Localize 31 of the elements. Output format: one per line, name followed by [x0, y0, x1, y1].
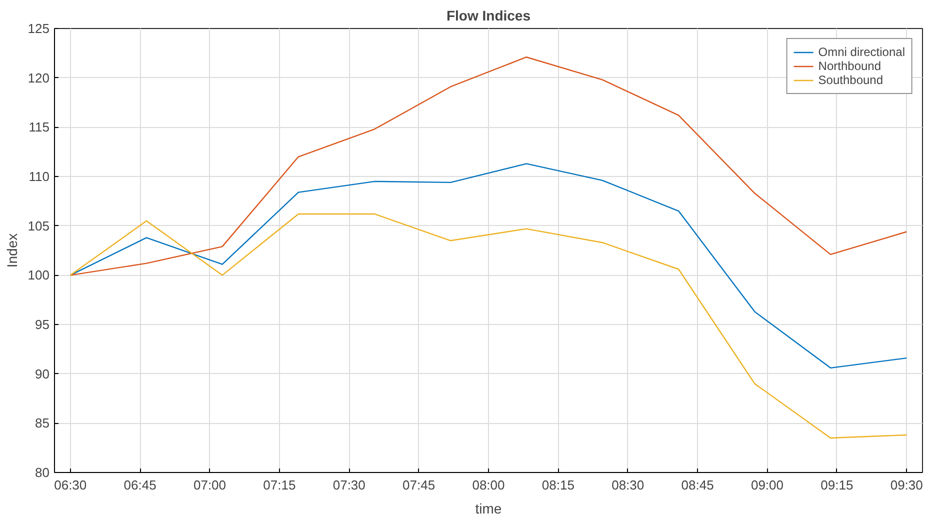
- legend-label: Southbound: [818, 73, 884, 87]
- x-tick-label: 07:15: [263, 478, 296, 492]
- y-tick-label: 85: [35, 416, 50, 431]
- y-tick-label: 115: [28, 120, 50, 135]
- y-tick-label: 90: [35, 366, 50, 382]
- y-tick-label: 125: [28, 21, 50, 36]
- x-tick-label: 09:15: [820, 478, 854, 492]
- x-tick-label: 06:45: [124, 478, 156, 492]
- x-tick-label: 08:00: [472, 478, 505, 492]
- y-tick-label: 105: [28, 218, 50, 234]
- line-series: [70, 56, 908, 276]
- y-tick-label: 100: [28, 268, 50, 283]
- y-tick-label: 120: [28, 70, 50, 86]
- x-tick-label: 08:15: [542, 478, 574, 492]
- x-tick-label: 07:00: [193, 478, 226, 492]
- x-tick-label: 08:45: [681, 478, 714, 492]
- x-tick-label: 09:00: [750, 478, 784, 492]
- line-series: [70, 213, 908, 439]
- y-tick-label: 95: [35, 317, 50, 332]
- y-tick-label: 80: [35, 465, 50, 480]
- x-tick-label: 08:30: [612, 478, 644, 492]
- legend-label: Northbound: [818, 59, 882, 73]
- legend-label: Omni directional: [818, 45, 905, 59]
- x-tick-label: 07:45: [402, 478, 436, 492]
- y-axis-title: Index: [4, 233, 20, 268]
- x-tick-label: 09:30: [890, 478, 923, 492]
- chart-title: Flow Indices: [446, 8, 531, 24]
- x-axis-title: time: [475, 500, 502, 516]
- x-tick-label: 06:30: [54, 478, 87, 492]
- y-tick-label: 110: [28, 169, 50, 184]
- x-tick-label: 07:30: [332, 478, 366, 492]
